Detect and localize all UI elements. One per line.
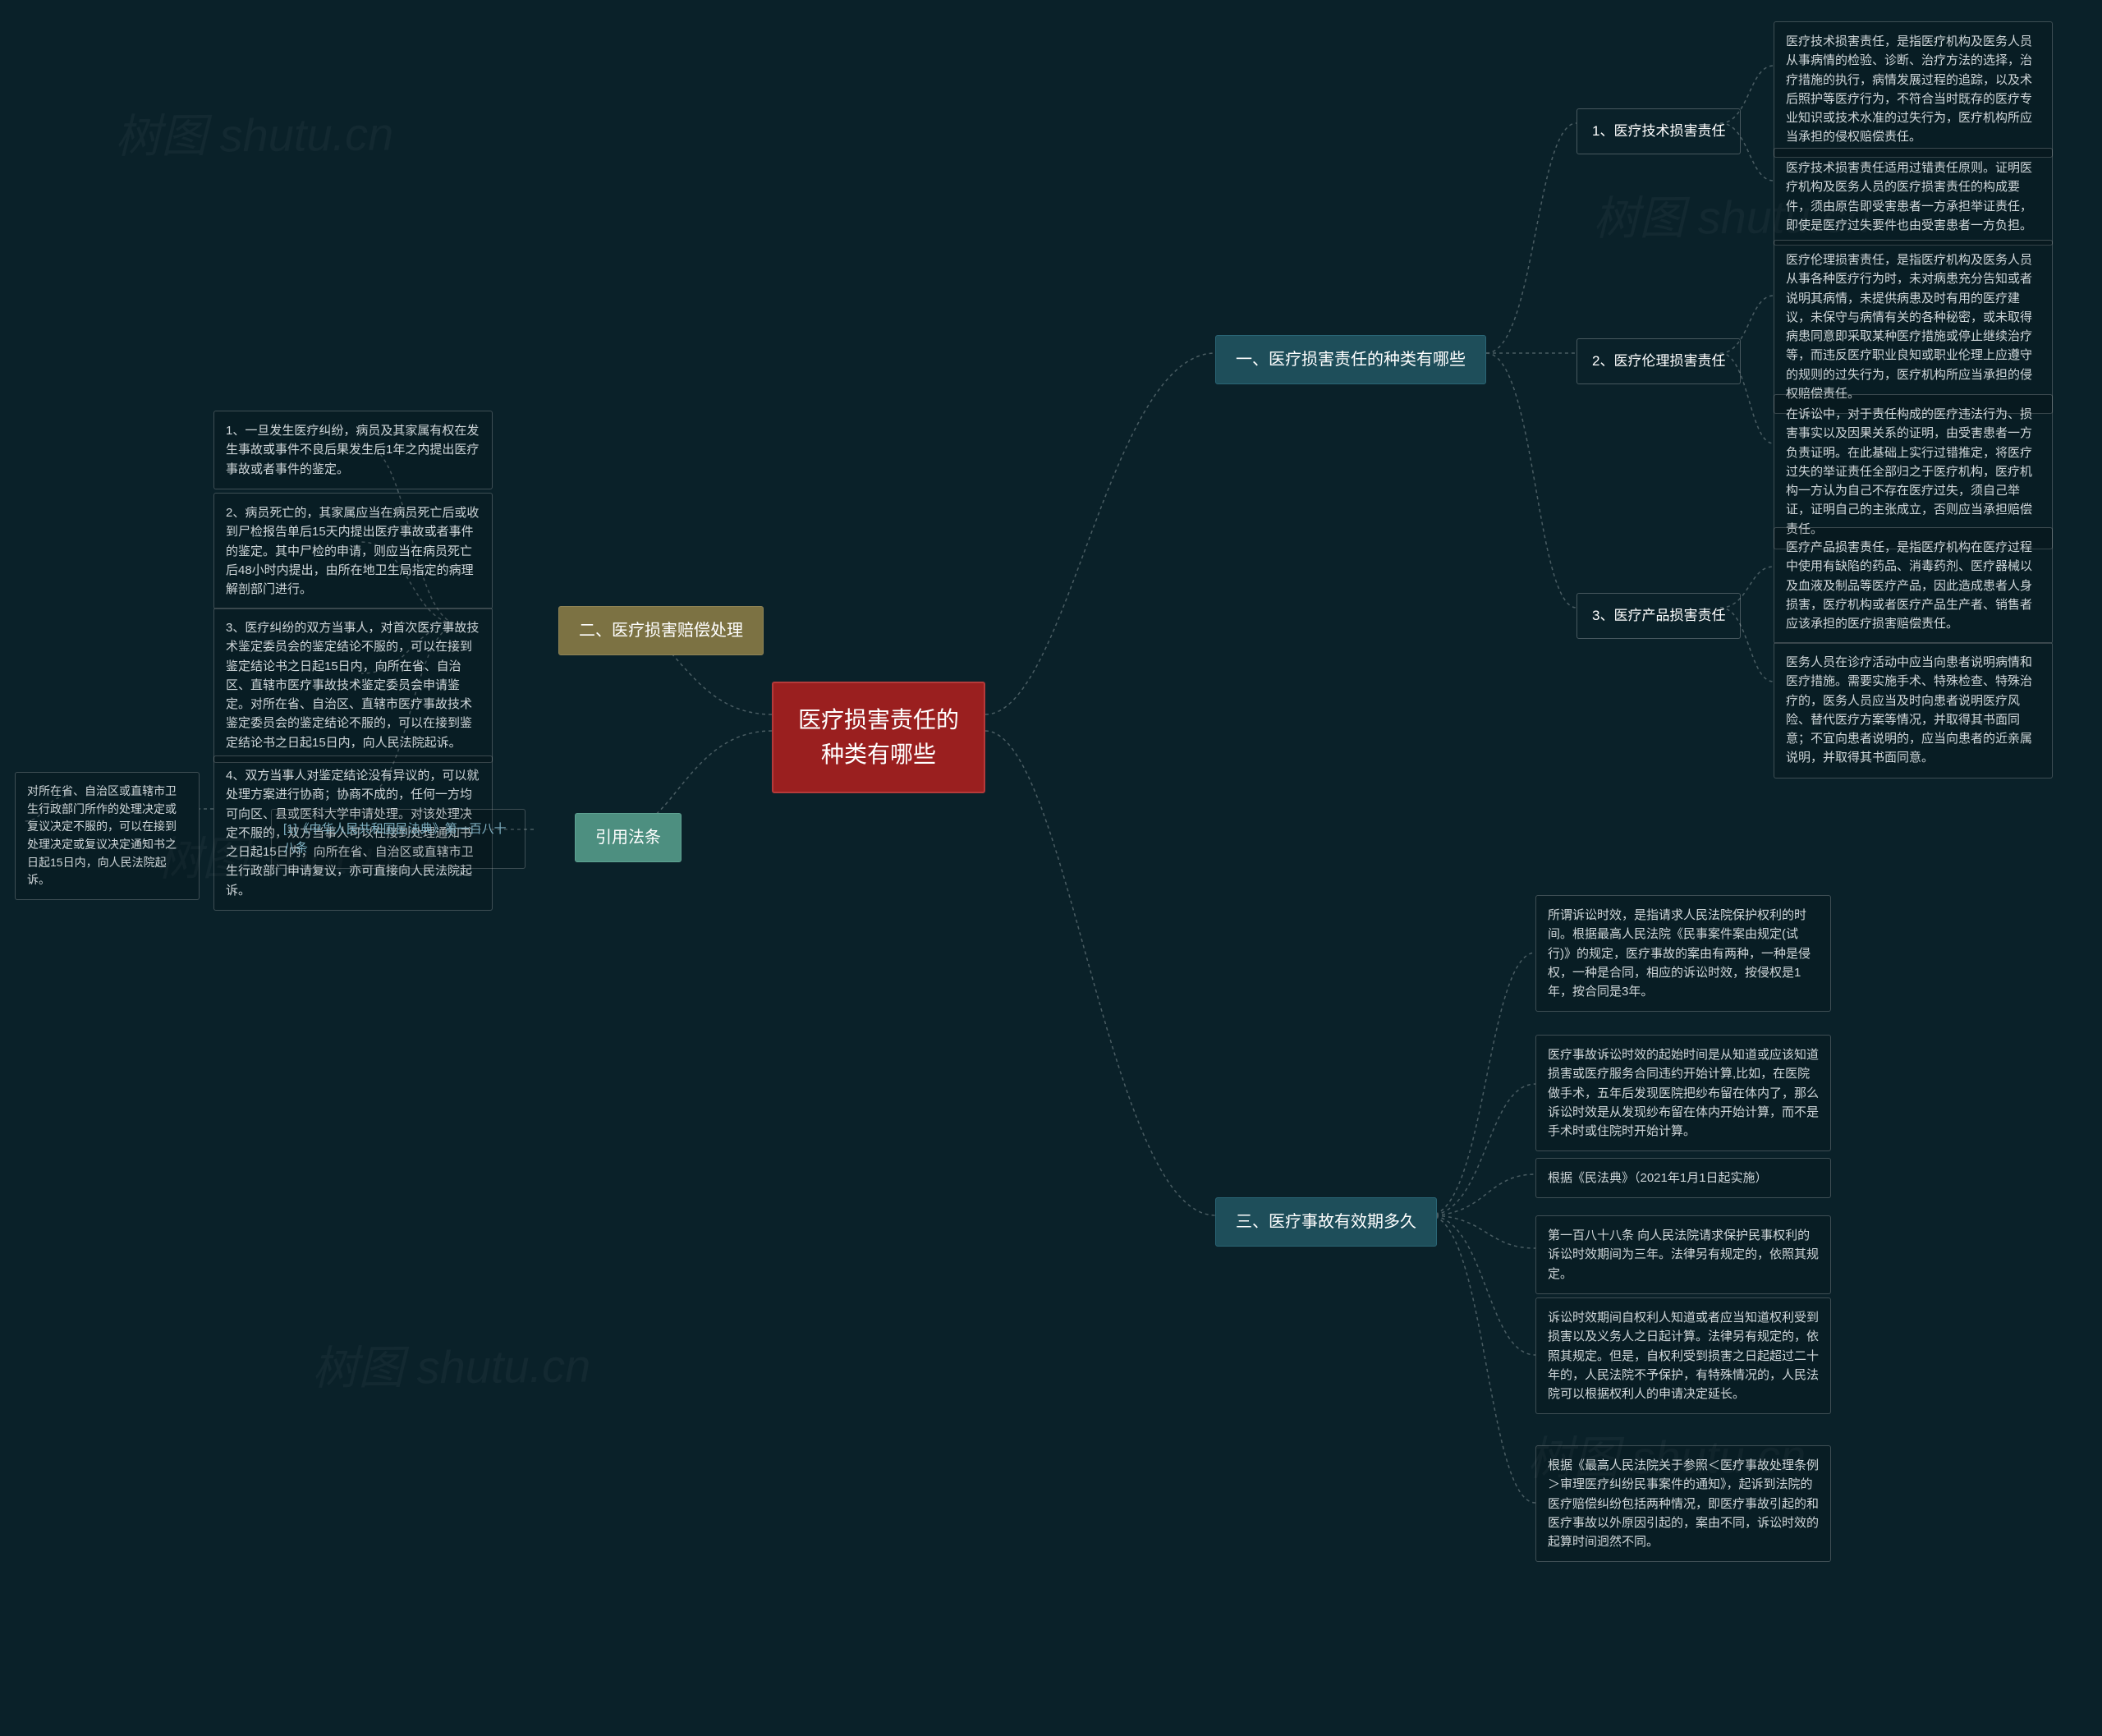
sub-ethics: 2、医疗伦理损害责任 [1576,338,1741,384]
leaf-comp-3: 3、医疗纠纷的双方当事人，对首次医疗事故技术鉴定委员会的鉴定结论不服的，可以在接… [213,608,493,763]
leaf-comp-2: 2、病员死亡的，其家属应当在病员死亡后或收到尸检报告单后15天内提出医疗事故或者… [213,493,493,609]
leaf-lim-2: 医疗事故诉讼时效的起始时间是从知道或应该知道损害或医疗服务合同违约开始计算,比如… [1535,1035,1831,1151]
leaf-comp-1: 1、一旦发生医疗纠纷，病员及其家属有权在发生事故或事件不良后果发生后1年之内提出… [213,411,493,489]
watermark: 树图 shutu.cn [312,1330,591,1398]
leaf-lim-6: 根据《最高人民法院关于参照＜医疗事故处理条例＞审理医疗纠纷民事案件的通知》，起诉… [1535,1445,1831,1562]
leaf-province-appeal: 对所在省、自治区或直辖市卫生行政部门所作的处理决定或复议决定不服的，可以在接到处… [15,772,200,900]
branch-limitation: 三、医疗事故有效期多久 [1215,1197,1437,1247]
branch-compensation: 二、医疗损害赔偿处理 [558,606,764,655]
leaf-ethics-2: 在诉讼中，对于责任构成的医疗违法行为、损害事实以及因果关系的证明，由受害患者一方… [1774,394,2053,549]
leaf-product-2: 医务人员在诊疗活动中应当向患者说明病情和医疗措施。需要实施手术、特殊检查、特殊治… [1774,642,2053,778]
leaf-lim-4: 第一百八十八条 向人民法院请求保护民事权利的诉讼时效期间为三年。法律另有规定的，… [1535,1215,1831,1294]
leaf-citation-1: [1]《中华人民共和国民法典》第一百八十八条 [271,809,526,869]
leaf-tech-2: 医疗技术损害责任适用过错责任原则。证明医疗机构及医务人员的医疗损害责任的构成要件… [1774,148,2053,246]
leaf-tech-1: 医疗技术损害责任，是指医疗机构及医务人员从事病情的检验、诊断、治疗方法的选择，治… [1774,21,2053,158]
branch-types: 一、医疗损害责任的种类有哪些 [1215,335,1486,384]
leaf-product-1: 医疗产品损害责任，是指医疗机构在医疗过程中使用有缺陷的药品、消毒药剂、医疗器械以… [1774,527,2053,644]
leaf-lim-3: 根据《民法典》（2021年1月1日起实施） [1535,1158,1831,1198]
root-node: 医疗损害责任的种类有哪些 [772,682,985,793]
watermark: 树图 shutu.cn [115,98,394,167]
sub-product: 3、医疗产品损害责任 [1576,593,1741,639]
branch-citation: 引用法条 [575,813,682,862]
leaf-lim-5: 诉讼时效期间自权利人知道或者应当知道权利受到损害以及义务人之日起计算。法律另有规… [1535,1297,1831,1414]
sub-tech: 1、医疗技术损害责任 [1576,108,1741,154]
leaf-lim-1: 所谓诉讼时效，是指请求人民法院保护权利的时间。根据最高人民法院《民事案件案由规定… [1535,895,1831,1012]
leaf-ethics-1: 医疗伦理损害责任，是指医疗机构及医务人员从事各种医疗行为时，未对病患充分告知或者… [1774,240,2053,414]
